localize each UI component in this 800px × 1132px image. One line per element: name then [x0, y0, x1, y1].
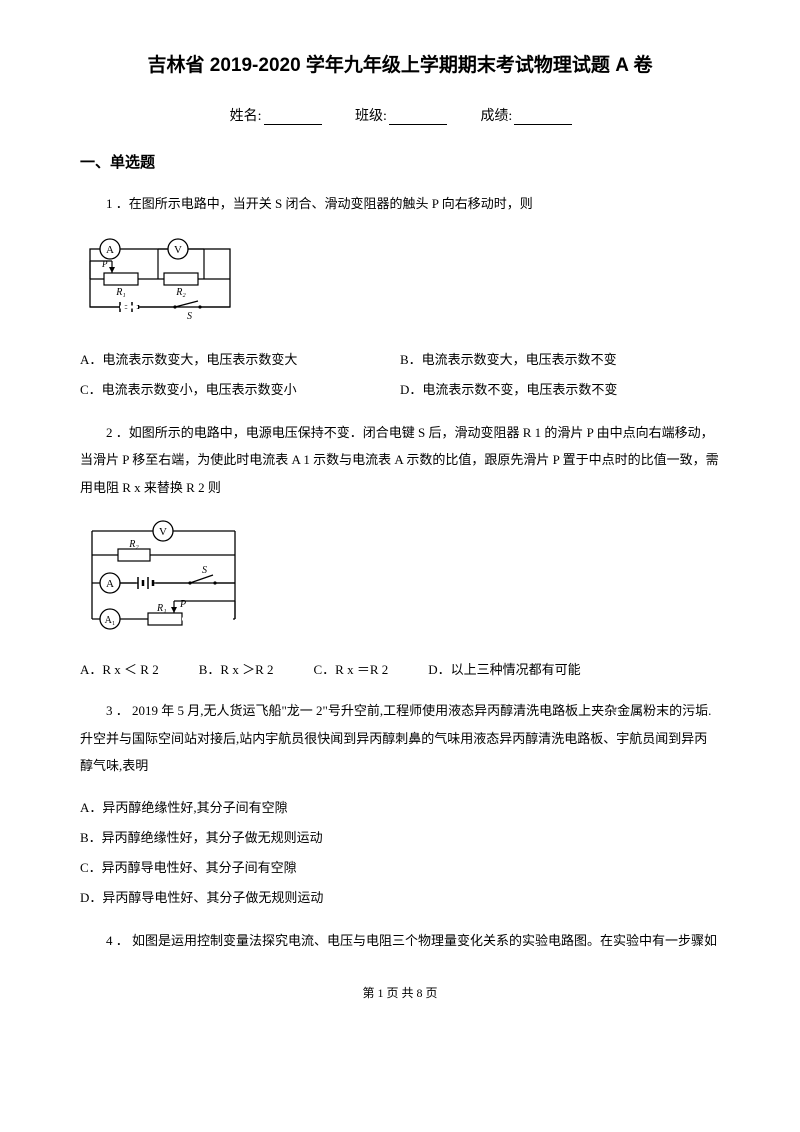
exam-page: 吉林省 2019-2020 学年九年级上学期期末考试物理试题 A 卷 姓名: 班… [0, 0, 800, 1031]
section-heading: 一、单选题 [80, 151, 720, 172]
circuit-diagram-1: A V R₁ P R₂ [80, 231, 240, 326]
question-2-text: 2 ．如图所示的电路中，电源电压保持不变．闭合电键 S 后，滑动变阻器 R 1 … [80, 419, 720, 501]
q1-option-a[interactable]: A．电流表示数变大，电压表示数变大 [80, 345, 400, 375]
r2-label: R₂ [128, 539, 139, 550]
q3-option-b[interactable]: B．异丙醇绝缘性好，其分子做无规则运动 [80, 823, 720, 853]
page-footer: 第 1 页 共 8 页 [80, 984, 720, 1001]
ammeter-a1-label: A₁ [105, 615, 116, 626]
q2-option-b[interactable]: B．R x ＞R 2 [199, 656, 274, 683]
r2-label: R₂ [175, 287, 186, 298]
voltmeter-label: V [159, 526, 167, 538]
student-info-line: 姓名: 班级: 成绩: [80, 105, 720, 125]
q3-option-a[interactable]: A．异丙醇绝缘性好,其分子间有空隙 [80, 793, 720, 823]
question-2-options: A．R x ＜ R 2 B．R x ＞R 2 C．R x ＝R 2 D．以上三种… [80, 656, 720, 683]
q2-option-d[interactable]: D．以上三种情况都有可能 [428, 656, 580, 683]
score-blank[interactable] [514, 110, 572, 125]
ammeter-a-label: A [106, 578, 114, 590]
s-label: S [202, 565, 207, 576]
q3-option-d[interactable]: D．异丙醇导电性好、其分子做无规则运动 [80, 883, 720, 913]
class-blank[interactable] [389, 110, 447, 125]
r1-label: R₁ [115, 287, 126, 298]
q2-option-a[interactable]: A．R x ＜ R 2 [80, 656, 159, 683]
q3-option-c[interactable]: C．异丙醇导电性好、其分子间有空隙 [80, 853, 720, 883]
name-label: 姓名: [230, 109, 262, 124]
voltmeter-label: V [174, 244, 182, 256]
r1-label: R₁ [156, 603, 167, 614]
name-blank[interactable] [264, 110, 322, 125]
question-1-diagram: A V R₁ P R₂ [80, 231, 720, 331]
s-label: S [187, 311, 192, 322]
page-title: 吉林省 2019-2020 学年九年级上学期期末考试物理试题 A 卷 [80, 50, 720, 77]
q1-option-c[interactable]: C．电流表示数变小，电压表示数变小 [80, 375, 400, 405]
class-label: 班级: [355, 109, 387, 124]
question-1-text: 1 ．在图所示电路中，当开关 S 闭合、滑动变阻器的触头 P 向右移动时，则 [80, 190, 720, 217]
q1-option-b[interactable]: B．电流表示数变大，电压表示数不变 [400, 345, 720, 375]
circuit-diagram-2: V R₂ A S A₁ R₁ [80, 515, 245, 637]
q1-option-d[interactable]: D．电流表示数不变，电压表示数不变 [400, 375, 720, 405]
question-1-options: A．电流表示数变大，电压表示数变大 B．电流表示数变大，电压表示数不变 C．电流… [80, 345, 720, 405]
score-label: 成绩: [480, 109, 512, 124]
question-3-text: 3 ． 2019 年 5 月,无人货运飞船"龙一 2"号升空前,工程师使用液态异… [80, 697, 720, 779]
ammeter-label: A [106, 244, 114, 256]
question-4-text: 4 ． 如图是运用控制变量法探究电流、电压与电阻三个物理量变化关系的实验电路图。… [80, 927, 720, 954]
question-2-diagram: V R₂ A S A₁ R₁ [80, 515, 720, 642]
q2-option-c[interactable]: C．R x ＝R 2 [314, 656, 389, 683]
question-3-options: A．异丙醇绝缘性好,其分子间有空隙 B．异丙醇绝缘性好，其分子做无规则运动 C．… [80, 793, 720, 913]
